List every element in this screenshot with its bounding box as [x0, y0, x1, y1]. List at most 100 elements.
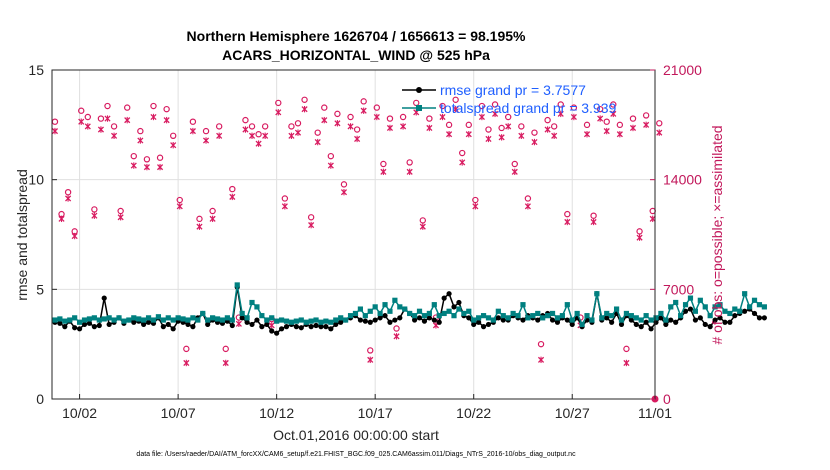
totalspread-point	[91, 315, 97, 321]
obs-assimilated-point	[78, 118, 85, 125]
totalspread-point	[288, 319, 295, 325]
totalspread-point	[604, 310, 610, 317]
totalspread-point	[594, 291, 600, 297]
obs-assimilated-point	[656, 129, 663, 136]
obs-assimilated-point	[222, 359, 229, 367]
obs-possible-point	[465, 121, 472, 129]
y-axis-ticks: 0 5 10 15	[28, 62, 57, 407]
obs-assimilated-point	[511, 168, 518, 176]
rmse-point	[229, 322, 235, 329]
totalspread-point	[269, 315, 275, 321]
rmse-point	[392, 317, 398, 323]
totalspread-point	[190, 315, 196, 321]
totalspread-point	[648, 317, 654, 323]
obs-possible-point	[91, 206, 98, 213]
obs-assimilated-point	[406, 168, 413, 176]
totalspread-point	[584, 313, 590, 319]
obs-possible-point	[202, 127, 210, 135]
totalspread-point	[141, 317, 147, 323]
obs-assimilated-point	[189, 127, 196, 135]
rmse-point	[480, 324, 487, 330]
totalspread-point	[402, 306, 408, 312]
totalspread-point	[323, 318, 329, 324]
obs-assimilated-point	[51, 127, 59, 135]
obs-possible-point	[275, 99, 282, 107]
rmse-point	[57, 320, 63, 326]
obs-assimilated-point	[478, 113, 485, 121]
obs-assimilated-point	[301, 105, 308, 113]
x-tick-label: 11/01	[638, 405, 672, 421]
rmse-point	[338, 319, 344, 325]
obs-assimilated-point	[610, 110, 617, 118]
totalspread-point	[692, 308, 698, 314]
obs-assimilated-point	[354, 135, 361, 143]
totalspread-point	[219, 317, 226, 323]
obs-assimilated-point	[91, 212, 98, 219]
rmse-point	[663, 321, 669, 328]
totalspread-point	[628, 313, 634, 319]
rmse-point	[668, 317, 674, 323]
obs-possible-point	[321, 104, 328, 111]
totalspread-point	[106, 315, 112, 321]
obs-assimilated-point	[557, 110, 564, 118]
rmse-point	[411, 317, 418, 323]
obs-assimilated-point	[124, 116, 131, 124]
rmse-point	[101, 295, 107, 301]
rmse-point	[707, 324, 713, 330]
totalspread-point	[170, 317, 176, 323]
x-tick-label: 10/27	[555, 405, 590, 421]
rmse-point	[761, 315, 767, 321]
rmse-point	[431, 317, 437, 323]
data-file-footnote: data file: /Users/raeder/DAI/ATM_forcXX/…	[136, 451, 576, 458]
obs-possible-point	[288, 123, 295, 130]
rmse-point	[638, 324, 644, 330]
obs-assimilated-point	[590, 218, 597, 226]
obs-assimilated-point	[386, 124, 394, 132]
rmse-point	[367, 319, 373, 325]
x-axis-ticks: 10/02 10/07 10/12 10/17 10/22 10/27 11/01	[62, 394, 672, 421]
obs-possible-point	[143, 156, 151, 163]
totalspread-point	[210, 315, 216, 321]
totalspread-point	[131, 315, 137, 321]
obs-assimilated-point	[629, 124, 637, 132]
totalspread-point	[673, 299, 679, 306]
obs-assimilated-point	[537, 356, 545, 364]
obs-possible-point	[334, 110, 341, 118]
rmse-point	[96, 322, 102, 329]
rmse-point	[466, 315, 472, 321]
totalspread-point	[643, 313, 649, 319]
x-tick-label: 10/02	[62, 405, 97, 421]
totalspread-point	[525, 315, 531, 321]
obs-possible-point	[169, 132, 177, 139]
rmse-point	[633, 321, 639, 328]
rmse-point	[165, 321, 171, 328]
obs-assimilated-point	[459, 159, 466, 166]
rmse-point	[254, 317, 260, 323]
obs-possible-point	[656, 120, 663, 127]
totalspread-point	[756, 302, 763, 308]
obs-possible-point	[386, 115, 394, 122]
legend-rmse-label: rmse grand pr = 3.7577	[440, 82, 586, 98]
rmse-point	[727, 319, 733, 325]
totalspread-point	[746, 304, 753, 310]
rmse-point	[485, 321, 492, 328]
grid	[52, 70, 655, 399]
rmse-point	[377, 315, 383, 321]
obs-possible-point	[314, 129, 321, 136]
rmse-point	[308, 324, 314, 330]
obs-possible-point	[294, 120, 302, 127]
totalspread-point	[195, 317, 201, 323]
rmse-point	[323, 324, 329, 330]
obs-possible-point	[196, 215, 203, 223]
totalspread-point	[367, 308, 373, 314]
totalspread-point	[259, 313, 265, 319]
totalspread-point	[72, 315, 78, 321]
obs-possible-point	[452, 96, 459, 103]
totalspread-point	[160, 317, 166, 323]
totalspread-point	[495, 308, 501, 314]
totalspread-point	[618, 317, 625, 323]
rmse-point	[732, 313, 738, 319]
plot-frame	[51, 69, 656, 400]
rmse-point	[244, 319, 250, 325]
obs-possible-point	[531, 129, 538, 136]
